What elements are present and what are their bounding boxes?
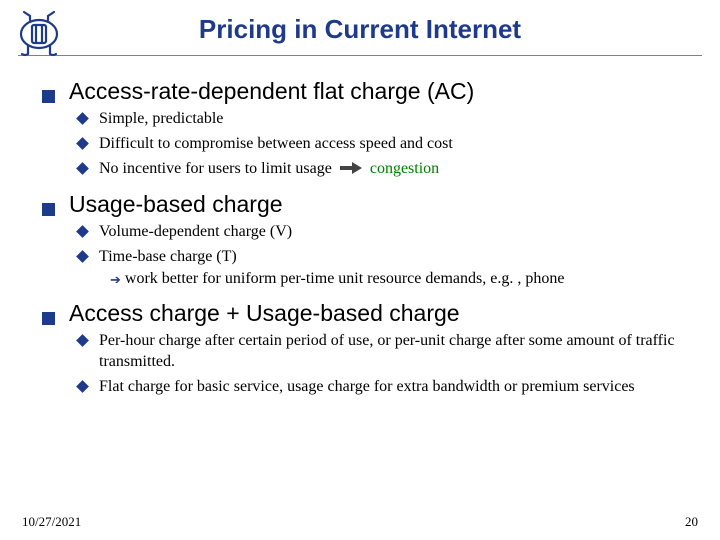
footer-date: 10/27/2021 [22,514,81,530]
slide-content: Access-rate-dependent flat charge (AC) S… [0,56,720,397]
square-bullet-icon [42,203,55,216]
list-item: Simple, predictable [78,109,690,130]
logo-icon [14,10,64,60]
diamond-bullet-icon [76,380,89,393]
item-text: Volume-dependent charge (V) [99,222,292,243]
heading-text: Access-rate-dependent flat charge (AC) [69,78,474,105]
square-bullet-icon [42,312,55,325]
item-text-pre: No incentive for users to limit usage [99,160,332,177]
sub-list-item: ➔ work better for uniform per-time unit … [110,270,690,288]
heading-text: Access charge + Usage-based charge [69,300,460,327]
list-item: Flat charge for basic service, usage cha… [78,377,690,398]
diamond-bullet-icon [76,112,89,125]
diamond-bullet-icon [76,137,89,150]
item-text: Simple, predictable [99,109,223,130]
diamond-bullet-icon [76,162,89,175]
item-text: Difficult to compromise between access s… [99,134,453,155]
arrow-icon [340,163,362,173]
heading-text: Usage-based charge [69,191,283,218]
item-text-post: congestion [370,160,439,177]
item-text: Per-hour charge after certain period of … [99,331,690,373]
list-item: Time-base charge (T) [78,247,690,268]
list-item: No incentive for users to limit usage co… [78,159,690,180]
diamond-bullet-icon [76,226,89,239]
square-bullet-icon [42,90,55,103]
item-text: No incentive for users to limit usage co… [99,159,439,180]
section-heading: Access-rate-dependent flat charge (AC) [42,78,690,105]
list-item: Per-hour charge after certain period of … [78,331,690,373]
slide-footer: 10/27/2021 20 [22,514,698,530]
slide-title: Pricing in Current Internet [0,0,720,53]
list-item: Volume-dependent charge (V) [78,222,690,243]
item-text: Time-base charge (T) [99,247,237,268]
section-heading: Usage-based charge [42,191,690,218]
section-heading: Access charge + Usage-based charge [42,300,690,327]
footer-page-number: 20 [685,514,698,530]
list-item: Difficult to compromise between access s… [78,134,690,155]
diamond-bullet-icon [76,334,89,347]
sub-item-text: work better for uniform per-time unit re… [125,270,565,288]
diamond-bullet-icon [76,250,89,263]
item-text: Flat charge for basic service, usage cha… [99,377,635,398]
arrow-bullet-icon: ➔ [110,272,121,288]
